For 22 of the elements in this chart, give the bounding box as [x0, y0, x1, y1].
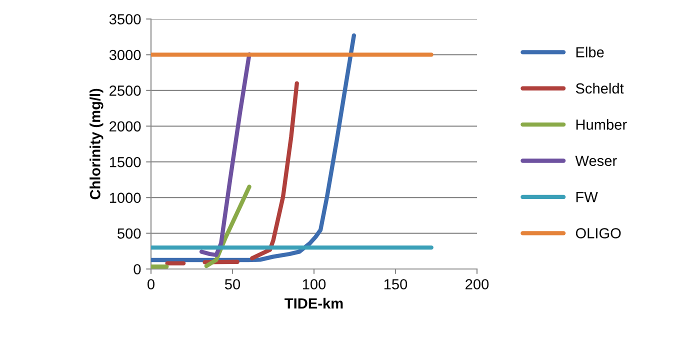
line-series — [199, 52, 252, 258]
x-tick-label: 150 — [384, 279, 408, 290]
legend-label: Elbe — [576, 46, 604, 58]
legend-label: OLIGO — [576, 228, 621, 238]
x-tick-label: 50 — [224, 279, 240, 290]
legend-label: Scheldt — [576, 82, 624, 94]
y-tick-label: 1000 — [110, 192, 141, 203]
y-tick-label: 2000 — [110, 121, 141, 132]
x-tick-label: 100 — [302, 279, 326, 290]
y-axis-title: Chlorinity (mg/l) — [90, 88, 104, 200]
y-tick-label: 1500 — [110, 156, 141, 168]
legend-label: FW — [576, 192, 598, 202]
x-tick-label: 200 — [466, 279, 489, 290]
legend-label: Humber — [576, 119, 627, 130]
y-tick-label: 0 — [134, 264, 141, 274]
x-axis-title: TIDE-km — [284, 298, 343, 308]
legend-label: Weser — [575, 156, 617, 166]
y-tick-label: 2500 — [110, 86, 141, 96]
y-tick-label: 3500 — [109, 14, 141, 24]
x-tick-label: 0 — [148, 279, 154, 290]
y-tick-label: 3000 — [109, 50, 141, 60]
y-tick-label: 500 — [118, 228, 141, 239]
